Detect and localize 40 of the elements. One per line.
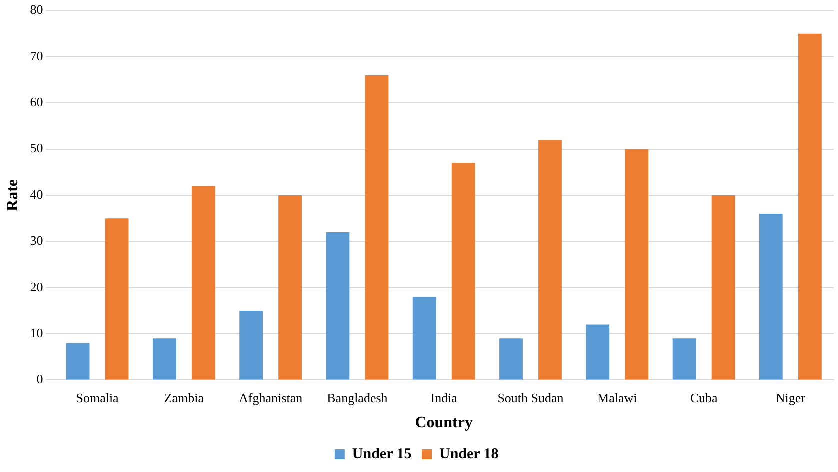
- bar: [192, 186, 216, 380]
- y-axis-title: Rate: [4, 180, 22, 212]
- y-tick-label: 80: [30, 2, 44, 18]
- bar: [500, 338, 523, 380]
- bar: [66, 343, 90, 380]
- bar: [759, 214, 783, 380]
- y-tick-label: 30: [30, 233, 44, 248]
- x-axis-title: Country: [415, 414, 473, 432]
- bar: [798, 34, 822, 380]
- bar: [105, 218, 129, 380]
- y-tick-label: 20: [30, 279, 44, 294]
- x-tick-label: India: [430, 390, 458, 406]
- bar: [625, 149, 649, 380]
- bar: [538, 140, 562, 380]
- bar: [672, 338, 696, 380]
- x-tick-label: South Sudan: [498, 390, 564, 406]
- y-tick-label: 0: [36, 372, 44, 387]
- legend-label: Under 18: [440, 446, 499, 462]
- bar: [365, 75, 389, 380]
- y-tick-label: 70: [30, 48, 44, 64]
- bar: [240, 310, 264, 380]
- x-tick-label: Niger: [776, 390, 806, 406]
- x-tick-label: Cuba: [690, 390, 718, 406]
- bar: [326, 232, 350, 380]
- bar: [452, 163, 476, 380]
- y-tick-label: 10: [30, 325, 44, 340]
- y-tick-label: 60: [30, 94, 44, 110]
- y-tick-label: 40: [30, 186, 44, 202]
- x-tick-label: Afghanistan: [239, 390, 304, 406]
- bar: [412, 297, 436, 380]
- bar: [278, 196, 302, 380]
- bar: [152, 338, 176, 380]
- x-tick-label: Malawi: [598, 390, 638, 406]
- x-tick-label: Somalia: [76, 390, 120, 406]
- x-tick-label: Bangladesh: [327, 390, 388, 406]
- bar: [712, 196, 736, 380]
- y-tick-label: 50: [30, 140, 44, 156]
- x-tick-label: Zambia: [164, 390, 204, 406]
- legend-label: Under 15: [352, 446, 412, 462]
- bar: [586, 324, 610, 380]
